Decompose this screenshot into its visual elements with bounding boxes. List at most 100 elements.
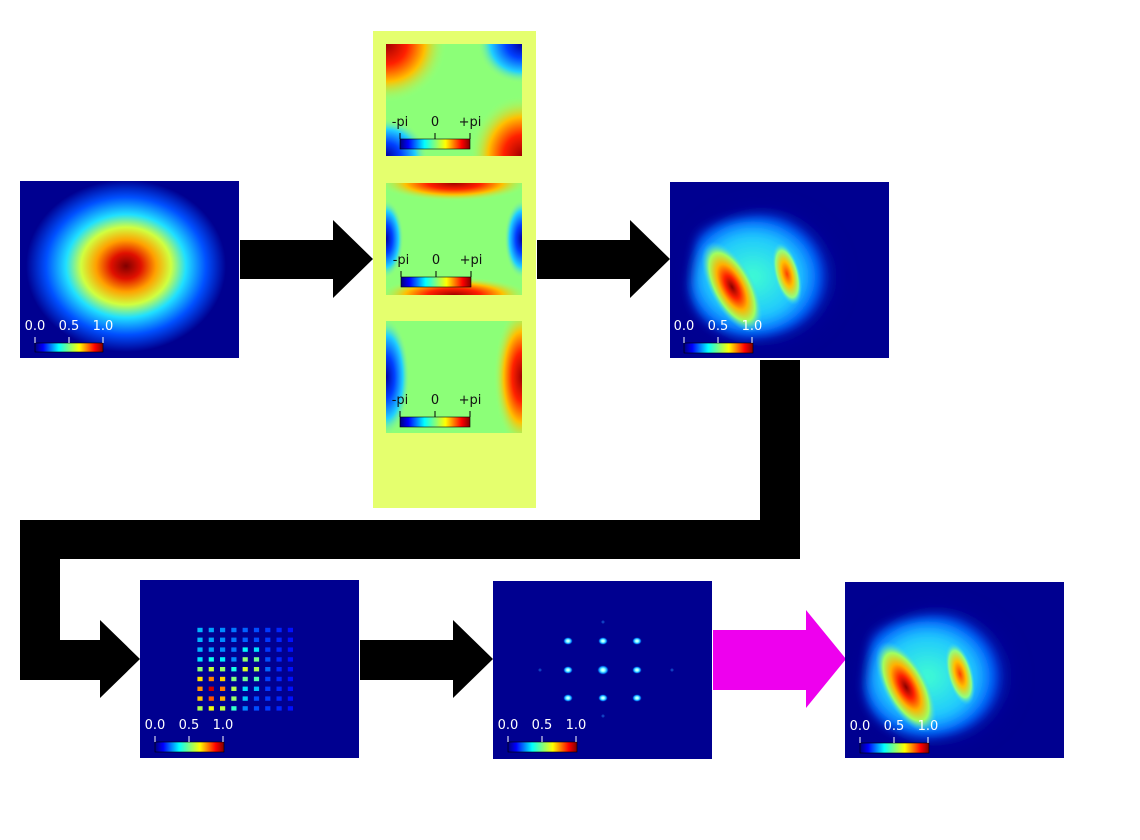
phase-min-label: -pi (392, 115, 409, 130)
spot-array-dot (208, 647, 214, 652)
spot-array-dot (242, 676, 248, 682)
spot-array-dot (265, 706, 271, 711)
colorbar-min-label: 0.0 (498, 718, 519, 733)
colorbar-max-label: 1.0 (566, 718, 587, 733)
spot-array-dot (242, 637, 248, 642)
spot-array-dot (276, 696, 282, 701)
colorbar-mid-label: 0.5 (708, 319, 729, 334)
colorbar-mid-label: 0.5 (59, 319, 80, 334)
colorbar-focal-spots: 0.0 0.5 1.0 (498, 718, 587, 753)
spot-array-dot (231, 667, 237, 672)
spot-array-dot (287, 696, 293, 701)
spot-array-dot (231, 686, 237, 691)
spot-array-dot (220, 627, 226, 633)
spot-array-dot (253, 627, 260, 633)
spot-array-dot (253, 657, 260, 662)
spot-array-dot (287, 637, 293, 642)
spot-array-dot (265, 667, 271, 672)
focal-spot (563, 694, 573, 702)
spot-array-dot (197, 627, 203, 633)
spot-array-dot (197, 706, 203, 711)
spot-array-dots (197, 627, 293, 711)
phase-mid-label: 0 (431, 393, 439, 408)
colorbar-min-label: 0.0 (25, 319, 46, 334)
colorbar-max-label: 1.0 (918, 719, 939, 734)
focal-spot-faint (538, 668, 542, 672)
spot-array-dot (276, 686, 282, 691)
colorbar-input: 0.0 0.5 1.0 (25, 319, 113, 353)
spot-array-dot (276, 676, 282, 682)
spot-array-dot (287, 667, 293, 672)
elbow-connector (20, 360, 800, 698)
colorbar-max-label: 1.0 (213, 718, 234, 733)
spot-array-dot (242, 667, 248, 672)
spot-array-dot (265, 657, 271, 662)
input-beam-image (20, 181, 239, 358)
spot-array-dot (276, 706, 282, 711)
spot-array-dot (253, 706, 260, 711)
spot-array-dot (287, 647, 293, 652)
colorbar-mid-label: 0.5 (532, 718, 553, 733)
arrow-highlight (713, 610, 846, 708)
colorbar-min-label: 0.0 (850, 719, 871, 734)
shaped-output-image (670, 182, 889, 358)
spot-array-dot (231, 706, 237, 711)
focal-spot (598, 694, 608, 702)
spot-array-dot (253, 647, 260, 652)
spot-array-dot (265, 676, 271, 682)
arrow-input-to-phase (240, 220, 373, 298)
phase-mid-label: 0 (431, 115, 439, 130)
spot-array-dot (276, 637, 282, 642)
spot-array-dot (231, 657, 237, 662)
focal-spot-faint (601, 620, 605, 624)
spot-array-dot (231, 696, 237, 701)
phase-max-label: +pi (460, 253, 483, 268)
colorbar-shaped-output: 0.0 0.5 1.0 (674, 319, 763, 354)
spot-array-dot (287, 706, 293, 711)
spot-array-dot (265, 647, 271, 652)
spot-array-dot (197, 696, 203, 701)
arrow-spots-to-focus (360, 620, 493, 698)
spot-array-dot (197, 637, 203, 642)
spot-array-dot (220, 657, 226, 662)
spot-array-dot (276, 667, 282, 672)
spot-array-dot (265, 627, 271, 633)
colorbar-max-label: 1.0 (742, 319, 763, 334)
arrow-phase-to-output (537, 220, 670, 298)
phase-max-label: +pi (459, 115, 482, 130)
colorbar-mid-label: 0.5 (884, 719, 905, 734)
spot-array-dot (231, 676, 237, 682)
spot-array-dot (208, 686, 214, 691)
phase-map-2 (386, 183, 522, 295)
spot-array-dot (253, 676, 260, 682)
phase-map-1 (386, 44, 522, 156)
spot-array-dot (208, 637, 214, 642)
spot-array-dot (208, 667, 214, 672)
spot-array-dot (231, 637, 237, 642)
focal-spot (563, 637, 573, 645)
spot-array-dot (287, 686, 293, 691)
colorbar-reconstructed-output: 0.0 0.5 1.0 (850, 719, 939, 754)
colorbar-min-label: 0.0 (674, 319, 695, 334)
spot-array-dot (265, 686, 271, 691)
colorbar-phase-2: -pi 0 +pi (393, 253, 483, 288)
spot-array-dot (208, 706, 214, 711)
spot-array-dot (265, 696, 271, 701)
focal-spot (632, 666, 642, 674)
focal-spot (632, 637, 642, 645)
spot-array-dot (220, 667, 226, 672)
spot-array-dot (197, 667, 203, 672)
phase-min-label: -pi (393, 253, 410, 268)
spot-array-dot (242, 706, 248, 711)
spot-array-dot (253, 667, 260, 672)
phase-map-3 (386, 321, 522, 433)
focal-spot (632, 694, 642, 702)
colorbar-phase-3: -pi 0 +pi (392, 393, 481, 428)
reconstructed-output-image (845, 582, 1064, 758)
spot-array-dot (242, 696, 248, 701)
spot-array-dot (220, 706, 226, 711)
spot-array-dot (276, 627, 282, 633)
spot-array-dot (197, 657, 203, 662)
spot-array-dot (242, 627, 248, 633)
